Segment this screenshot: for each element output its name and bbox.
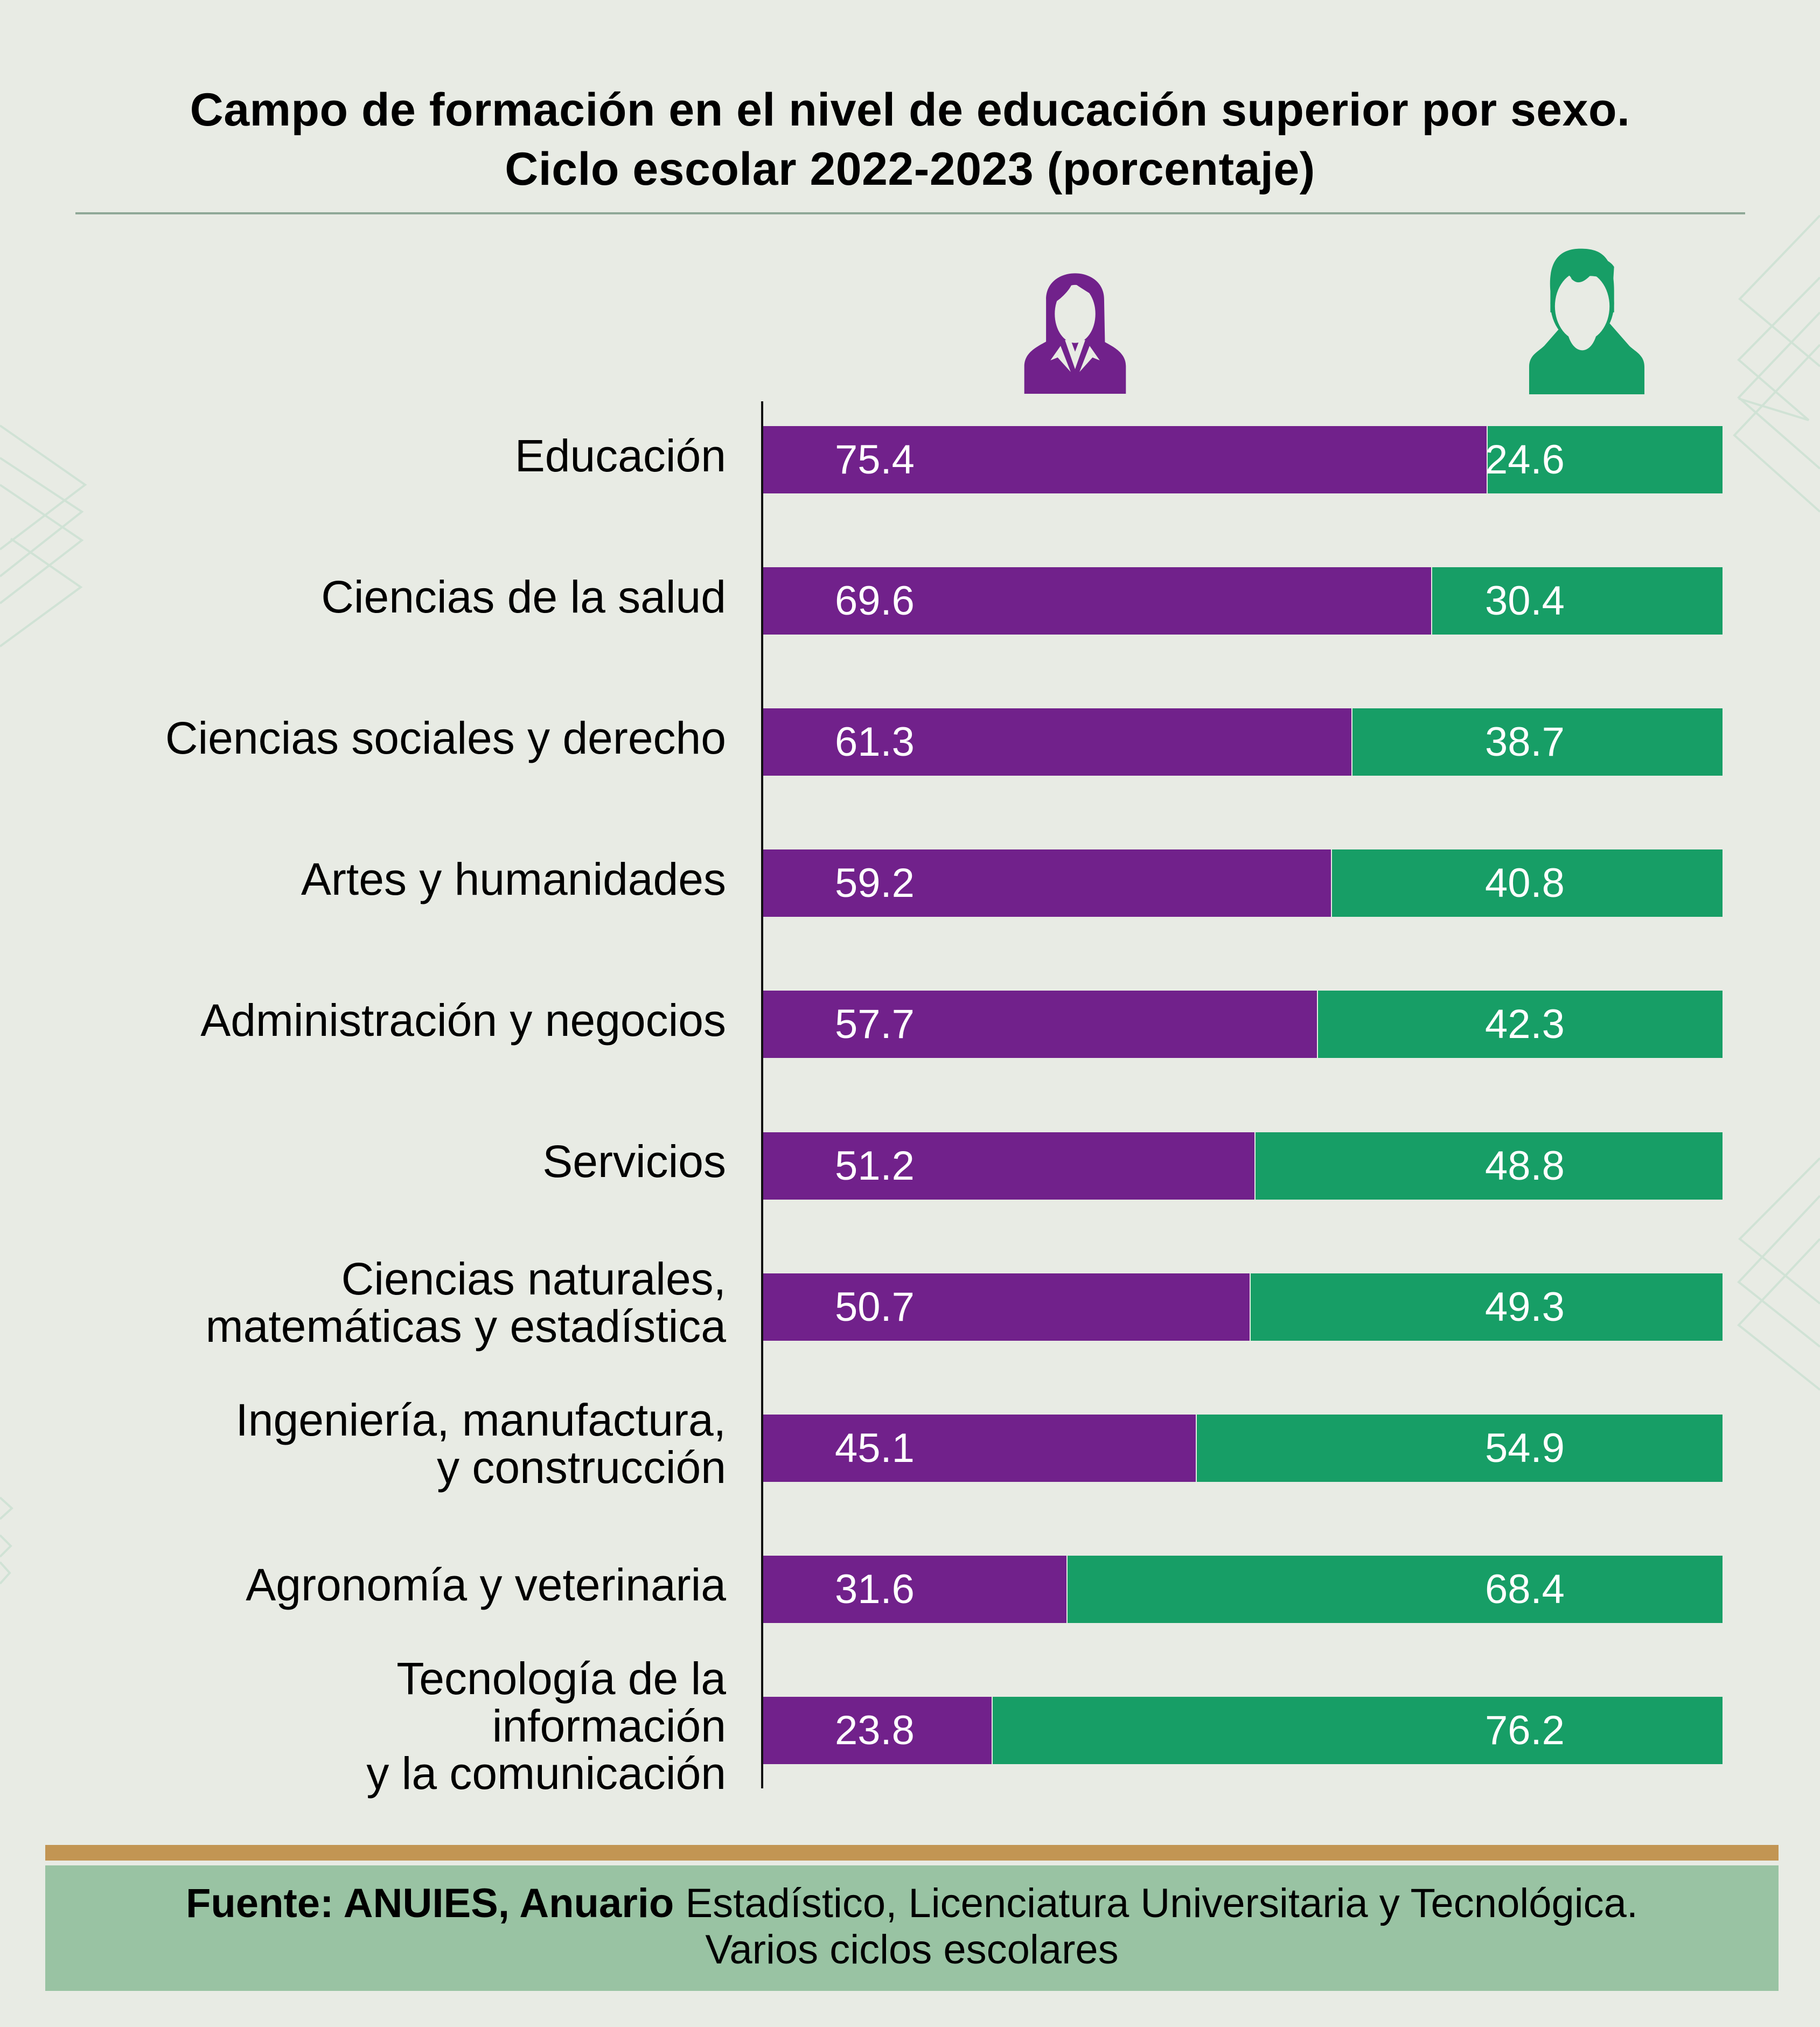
bar-male <box>1067 1555 1723 1623</box>
category-label: Agronomía y veterinaria <box>246 1559 726 1611</box>
value-label-male: 42.3 <box>1485 1001 1565 1048</box>
value-label-female: 50.7 <box>835 1284 915 1330</box>
bar-female <box>763 426 1487 493</box>
bar-male <box>1432 567 1723 635</box>
category-label: Ciencias de la salud <box>321 571 726 622</box>
value-label-male: 68.4 <box>1485 1566 1565 1612</box>
source-rest: Estadístico, Licenciatura Universitaria … <box>674 1880 1638 1926</box>
bar-male <box>992 1696 1723 1764</box>
bar-female <box>763 1132 1254 1200</box>
value-label-female: 69.6 <box>835 578 915 624</box>
source-footer: Fuente: ANUIES, Anuario Estadístico, Lic… <box>45 1865 1779 1991</box>
bar-male <box>1250 1273 1723 1341</box>
category-label: Artes y humanidades <box>301 853 726 904</box>
category-label: Educación <box>514 430 726 481</box>
y-axis-line <box>761 401 763 1788</box>
category-label: Ciencias sociales y derecho <box>165 712 726 763</box>
value-label-female: 51.2 <box>835 1143 915 1189</box>
bar-female <box>763 1696 992 1764</box>
bar-female <box>763 567 1431 635</box>
woman-icon <box>1024 273 1126 394</box>
source-line1: Fuente: ANUIES, Anuario Estadístico, Lic… <box>45 1880 1779 1927</box>
bar-male <box>1255 1132 1723 1200</box>
value-label-male: 38.7 <box>1485 719 1565 765</box>
bar-female <box>763 1555 1066 1623</box>
category-label: Servicios <box>542 1136 726 1187</box>
man-icon <box>1529 248 1645 394</box>
value-label-female: 61.3 <box>835 719 915 765</box>
value-label-male: 24.6 <box>1485 437 1565 483</box>
chart-title-line1: Campo de formación en el nivel de educac… <box>190 84 1630 136</box>
category-label: Ciencias naturales, matemáticas y estadí… <box>205 1253 726 1352</box>
value-label-male: 40.8 <box>1485 860 1565 907</box>
value-label-female: 23.8 <box>835 1707 915 1753</box>
bar-male <box>1317 991 1723 1058</box>
value-label-female: 31.6 <box>835 1566 915 1612</box>
bar-female <box>763 849 1331 917</box>
value-label-female: 59.2 <box>835 860 915 907</box>
value-label-male: 48.8 <box>1485 1143 1565 1189</box>
bar-male <box>1352 708 1723 776</box>
category-label: Administración y negocios <box>200 994 726 1046</box>
category-label: Tecnología de la información y la comuni… <box>366 1653 726 1799</box>
value-label-female: 45.1 <box>835 1425 915 1471</box>
bar-female <box>763 991 1317 1058</box>
bar-male <box>1332 849 1723 917</box>
bar-female <box>763 1414 1196 1482</box>
bar-female <box>763 708 1351 776</box>
title-divider <box>75 212 1745 214</box>
value-label-male: 49.3 <box>1485 1284 1565 1330</box>
value-label-male: 54.9 <box>1485 1425 1565 1471</box>
bar-male <box>1197 1414 1723 1482</box>
value-label-female: 75.4 <box>835 437 915 483</box>
category-label: Ingeniería, manufactura, y construcción <box>235 1395 726 1493</box>
value-label-male: 76.2 <box>1485 1707 1565 1753</box>
chart-title-line2: Ciclo escolar 2022-2023 (porcentaje) <box>505 143 1315 195</box>
footer-accent-bar <box>45 1845 1779 1861</box>
bar-male <box>1487 426 1723 493</box>
value-label-male: 30.4 <box>1485 578 1565 624</box>
source-bold: Fuente: ANUIES, Anuario <box>185 1880 674 1926</box>
source-line2: Varios ciclos escolares <box>705 1927 1119 1973</box>
value-label-female: 57.7 <box>835 1001 915 1048</box>
bar-female <box>763 1273 1250 1341</box>
